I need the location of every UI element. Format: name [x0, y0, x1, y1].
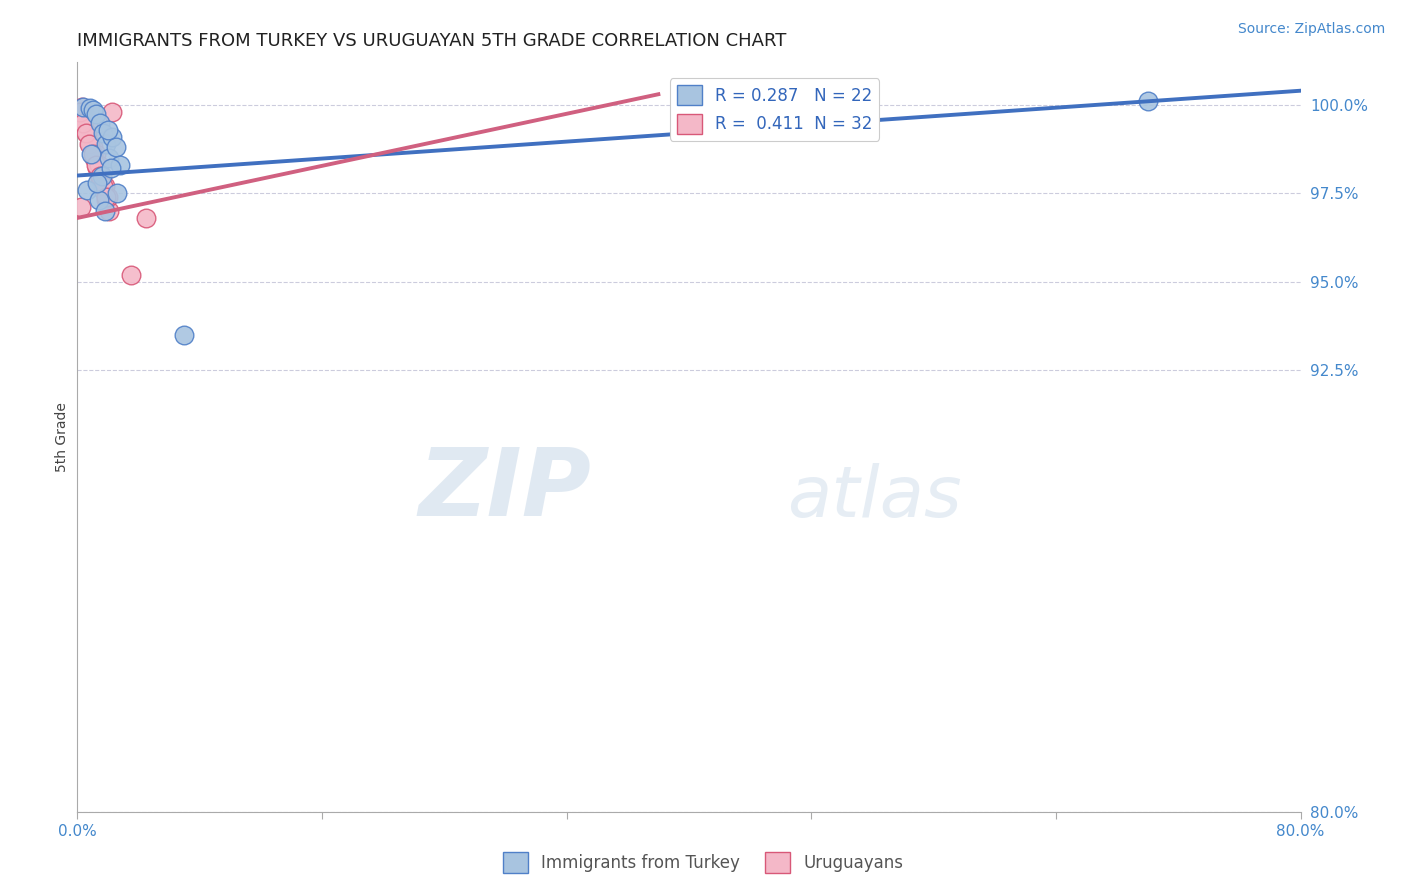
Point [87, 158, 110, 172]
Point [94, 203, 117, 218]
Point [108, 158, 131, 172]
Point [94, 179, 117, 194]
Point [91, 183, 114, 197]
Point [73, 108, 96, 122]
Point [72, 115, 94, 129]
Point [90, 169, 112, 183]
Point [86, 176, 108, 190]
Point [94, 190, 117, 204]
Point [86, 161, 108, 176]
Text: ZIP: ZIP [418, 443, 591, 535]
Legend: R = 0.287   N = 22, R =  0.411  N = 32: R = 0.287 N = 22, R = 0.411 N = 32 [671, 78, 879, 141]
Point [75, 126, 97, 140]
Legend: Immigrants from Turkey, Uruguayans: Immigrants from Turkey, Uruguayans [496, 846, 910, 880]
Point [96, 194, 118, 208]
Point [83, 151, 105, 165]
Point [97, 122, 120, 136]
Point [87, 194, 110, 208]
Point [89, 169, 111, 183]
Point [100, 161, 122, 176]
Point [76, 126, 98, 140]
Point [91, 179, 114, 194]
Point [84, 106, 107, 120]
Point [98, 151, 121, 165]
Point [173, 327, 195, 342]
Point [84, 147, 107, 161]
Text: Source: ZipAtlas.com: Source: ZipAtlas.com [1237, 22, 1385, 37]
Point [91, 126, 114, 140]
Point [77, 119, 100, 133]
Point [1136, 95, 1159, 109]
Point [72, 100, 94, 114]
Text: atlas: atlas [787, 463, 962, 532]
Point [77, 136, 100, 151]
Point [70, 200, 93, 214]
Point [96, 136, 118, 151]
Point [101, 129, 124, 144]
Point [70, 100, 93, 114]
Point [104, 140, 127, 154]
Point [101, 104, 124, 119]
Point [80, 147, 103, 161]
Point [135, 211, 157, 225]
Point [82, 103, 104, 117]
Point [82, 140, 104, 154]
Point [89, 172, 111, 186]
Point [98, 203, 121, 218]
Point [105, 186, 128, 201]
Point [86, 158, 108, 172]
Point [69, 104, 91, 119]
Text: IMMIGRANTS FROM TURKEY VS URUGUAYAN 5TH GRADE CORRELATION CHART: IMMIGRANTS FROM TURKEY VS URUGUAYAN 5TH … [77, 32, 787, 50]
Point [82, 147, 104, 161]
Point [72, 115, 94, 129]
Point [90, 169, 112, 183]
Point [79, 102, 101, 116]
Point [76, 183, 98, 197]
Point [89, 115, 111, 129]
Point [120, 268, 142, 282]
Point [79, 136, 101, 151]
Y-axis label: 5th Grade: 5th Grade [55, 402, 69, 472]
Point [80, 129, 103, 144]
Point [97, 190, 120, 204]
